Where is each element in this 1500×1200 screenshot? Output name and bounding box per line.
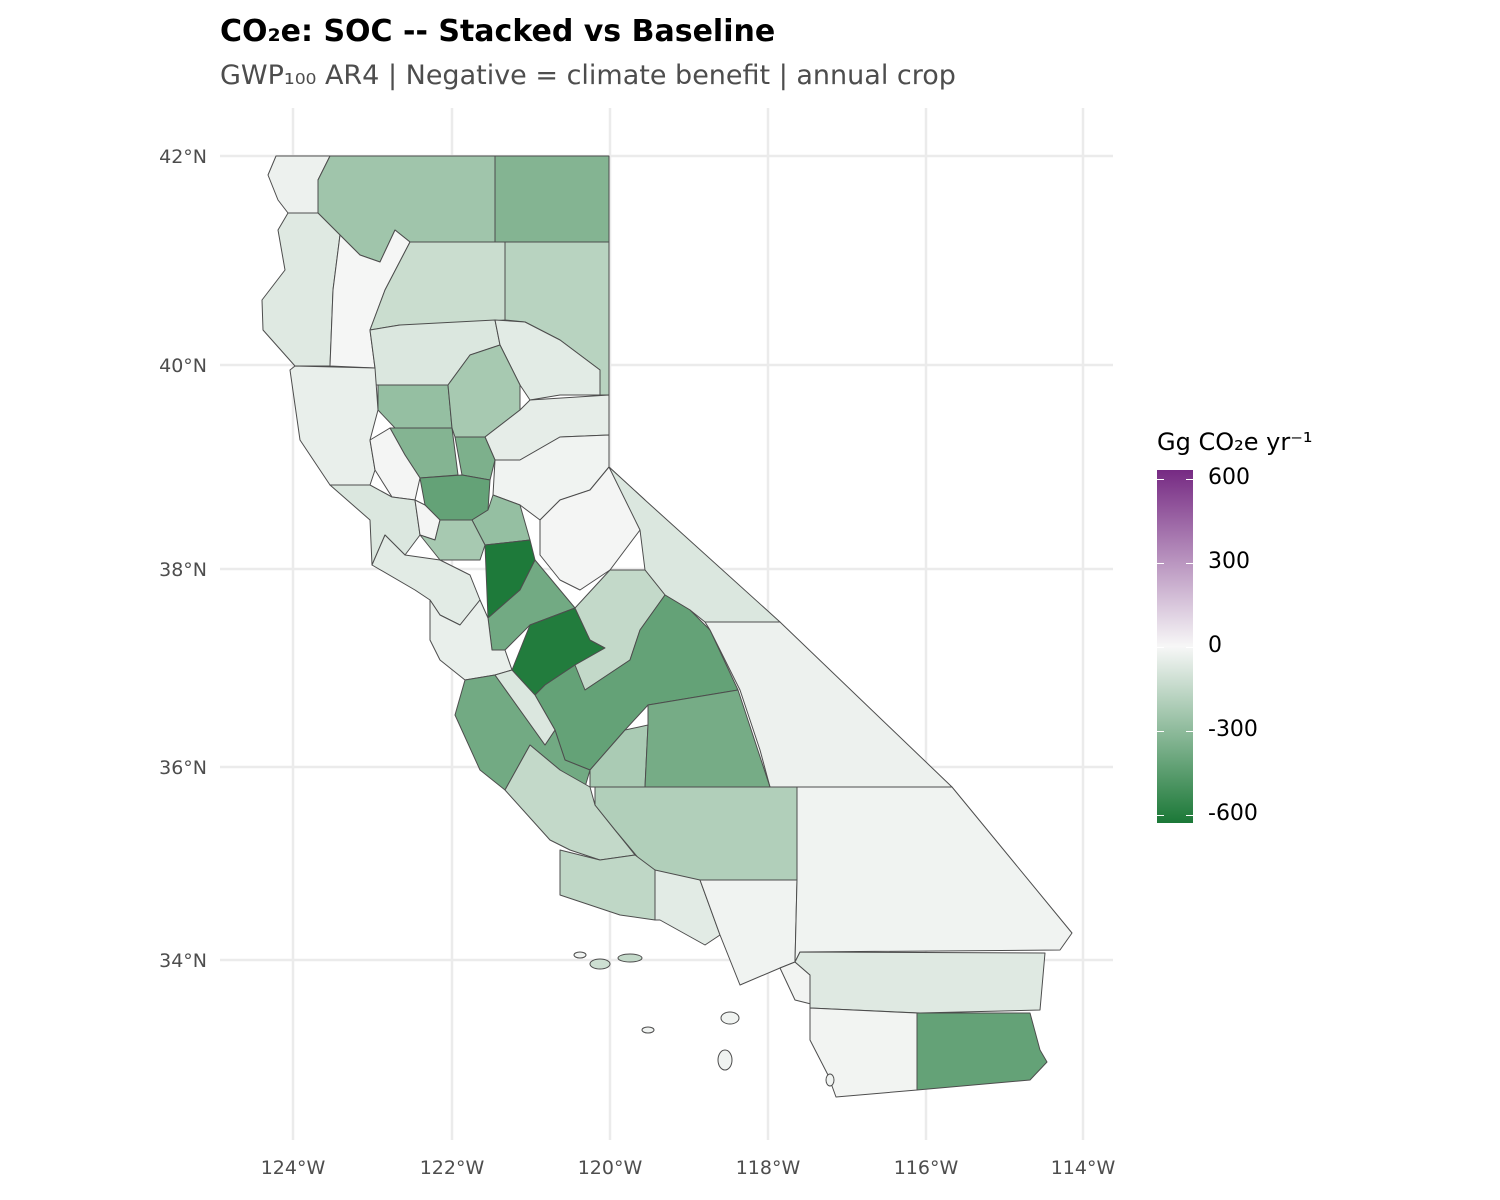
legend-tick	[1157, 479, 1164, 480]
lon-tick-label: 116°W	[894, 1157, 959, 1179]
county-region	[704, 621, 953, 788]
island	[717, 1049, 733, 1071]
legend-label: 300	[1208, 549, 1250, 574]
island	[573, 951, 587, 959]
county-region	[494, 155, 610, 243]
legend-label: -600	[1208, 801, 1258, 826]
island	[641, 1026, 655, 1034]
county-regions	[261, 155, 1073, 1098]
lat-tick-label: 34°N	[159, 950, 207, 972]
chart-title: CO₂e: SOC -- Stacked vs Baseline	[220, 14, 776, 49]
axis-ticks: 42°N 40°N 38°N 36°N 34°N 124°W 122°W 120°W 118°W…	[159, 146, 1115, 1179]
county-region	[794, 951, 1046, 1014]
legend-label: 600	[1208, 465, 1250, 490]
county-region	[369, 427, 421, 501]
legend-label: 0	[1208, 633, 1222, 658]
county-region	[494, 669, 556, 746]
legend-tick	[1186, 731, 1193, 732]
county-region	[329, 484, 421, 566]
legend-tick	[1186, 479, 1193, 480]
islands	[573, 951, 835, 1087]
county-region	[809, 1007, 918, 1098]
legend-tick	[1186, 647, 1193, 648]
lon-tick-label: 122°W	[420, 1157, 485, 1179]
legend-tick	[1157, 563, 1164, 564]
lon-tick-label: 118°W	[736, 1157, 801, 1179]
island	[825, 1073, 835, 1087]
island	[589, 958, 611, 970]
legend-colorbar	[1157, 470, 1193, 823]
county-region	[916, 1012, 1048, 1091]
county-region	[377, 384, 453, 429]
county-region	[261, 212, 341, 367]
county-region	[429, 599, 513, 681]
lat-tick-label: 42°N	[159, 146, 207, 168]
county-region	[794, 786, 1073, 963]
lon-tick-label: 114°W	[1051, 1157, 1116, 1179]
county-region	[289, 365, 379, 486]
lon-tick-label: 120°W	[578, 1157, 643, 1179]
lon-tick-label: 124°W	[261, 1157, 326, 1179]
county-region	[419, 519, 486, 561]
island	[720, 1011, 740, 1025]
legend-tick	[1157, 731, 1164, 732]
lat-tick-label: 40°N	[159, 355, 207, 377]
legend-label: -300	[1208, 717, 1258, 742]
island	[617, 953, 643, 963]
chart-subtitle: GWP₁₀₀ AR4 | Negative = climate benefit …	[220, 60, 956, 91]
legend-tick	[1186, 815, 1193, 816]
legend-tick	[1186, 563, 1193, 564]
legend-tick	[1157, 815, 1164, 816]
county-region	[559, 849, 656, 921]
legend-tick	[1157, 647, 1164, 648]
lat-tick-label: 38°N	[159, 559, 207, 581]
county-region	[454, 436, 496, 481]
lat-tick-label: 36°N	[159, 757, 207, 779]
legend-title: Gg CO₂e yr⁻¹	[1157, 428, 1313, 456]
